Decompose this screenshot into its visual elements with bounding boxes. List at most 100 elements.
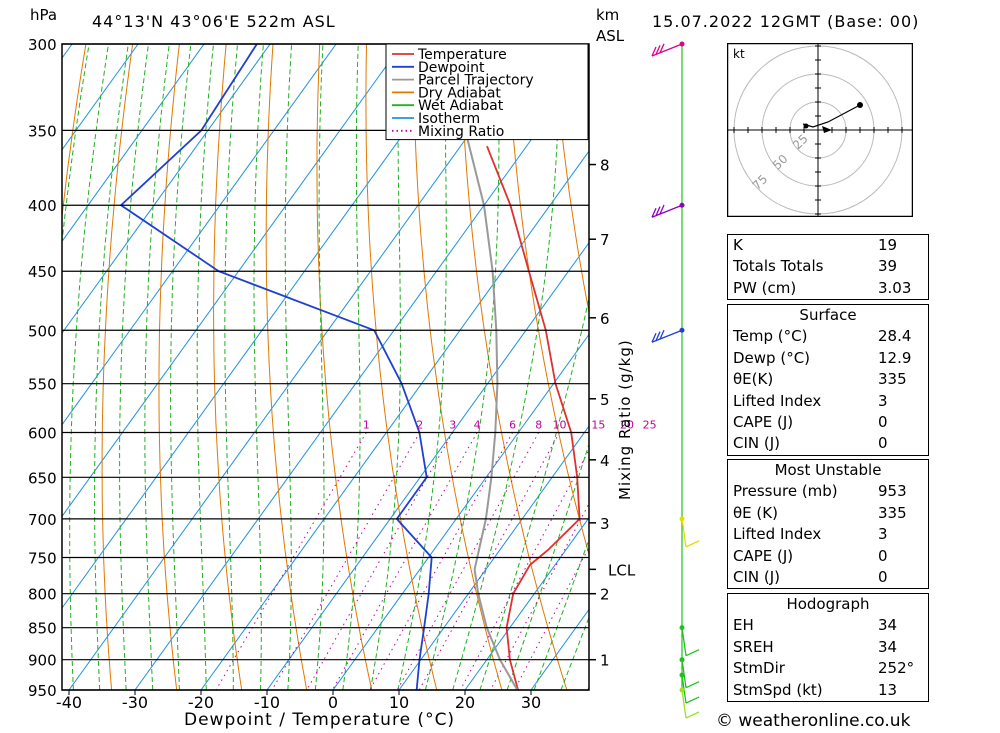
wind-barb-shaft [681,627,687,656]
wind-barb-shaft [651,204,683,218]
pressure-tick-label: 800 [28,586,57,604]
row-value: 3.03 [878,278,912,297]
legend-entry-label: Temperature [417,47,507,63]
pressure-tick-label: 850 [28,620,57,638]
legend-frame [385,43,589,141]
wind-barb [651,41,685,57]
wet-adiabat-line [94,44,129,690]
isotherm-line [62,44,205,243]
row-label: K [733,236,743,254]
most-unstable-title: Most Unstable [774,461,882,479]
temperature-tick-label: -20 [188,693,214,712]
km-tick-label: 8 [600,157,610,175]
wet-adiabat-line [196,44,214,690]
isotherm-line [68,44,535,690]
lcl-label: LCL [608,561,636,579]
x-axis-title: Dewpoint / Temperature (°C) [184,710,456,730]
pw-row: PW (cm) 3.03 [728,278,928,299]
row-value: 39 [878,257,898,276]
mixing-ratio-label: 20 [620,418,634,431]
row-label: StmSpd (kt) [733,680,823,699]
mixing-ratio-label: 8 [535,418,542,431]
hodograph-row: StmDir 252° [728,658,928,679]
temperature-tick-label: 30 [521,693,541,712]
temperature-profile [486,145,581,690]
row-value: 34 [878,616,898,635]
wind-barb-feather [685,711,700,719]
surface-row: Temp (°C) 28.4 [728,326,928,347]
legend-entry-label: Parcel Trajectory [418,73,534,89]
pressure-tick-label: 400 [28,197,57,215]
row-value: 34 [878,637,898,656]
isotherm-line [62,44,469,609]
isotherm-line [62,44,271,334]
dry-adiabat-line [101,44,134,690]
row-label: PW (cm) [733,278,797,297]
most-unstable-row: Lifted Index 3 [728,524,928,545]
wind-barb [679,687,700,719]
row-value: 3 [878,525,888,544]
mixing-ratio-line [459,448,589,690]
km-tick-label: 2 [600,586,610,604]
row-value: 0 [878,434,888,453]
dry-adiabat-line [365,44,438,690]
km-tick-label: 7 [600,231,610,249]
wet-adiabat-line [62,44,90,247]
row-label: SREH [733,637,774,656]
row-label: Lifted Index [733,391,822,410]
wet-adiabat-line [342,44,361,690]
pressure-tick-label: 550 [28,376,57,394]
row-value: 953 [878,482,907,501]
temperature-tick-label: -40 [56,693,82,712]
hodograph-table: Hodograph EH 34 SREH 34 StmDir 252° StmSpd … [727,593,929,702]
row-value: 12.9 [878,348,912,367]
row-value: 0 [878,412,888,431]
isotherm-line [597,44,700,690]
mixing-ratio-label: 15 [591,418,605,431]
row-label: StmDir [733,659,785,678]
isotherm-line [266,241,589,690]
mixing-ratio-line [396,432,540,690]
row-label: EH [733,616,754,635]
wind-barb-feather [685,696,700,704]
surface-title: Surface [799,306,857,324]
row-label: CAPE (J) [733,412,794,431]
pressure-tick-label: 450 [28,263,57,281]
mixing-ratio-label: 3 [449,418,456,431]
legend-entry-label: Wet Adiabat [418,98,504,114]
hodograph-unit-label: kt [733,47,745,61]
dry-adiabat-line [459,44,568,690]
wind-barb-feather [685,540,700,548]
pressure-tick-label: 650 [28,469,57,487]
mixing-ratio-axis-title: Mixing Ratio (g/kg) [616,339,634,500]
wet-adiabat-line [314,44,325,690]
most-unstable-row: CAPE (J) 0 [728,546,928,567]
copyright-link[interactable]: © weatheronline.co.uk [716,711,911,731]
wet-adiabat-line [224,44,238,690]
row-value: 19 [878,236,898,254]
isotherm-line [62,44,403,518]
isotherm-line [0,44,6,690]
pressure-tick-label: 300 [28,36,57,54]
wind-barb-feather [685,649,700,657]
row-label: CAPE (J) [733,546,794,565]
station-coordinates: 44°13'N 43°06'E 522m ASL [92,12,336,31]
surface-table: Surface Temp (°C) 28.4 Dewp (°C) 12.9 θE(K… [727,304,929,456]
temperature-tick-label: 20 [455,693,475,712]
hodograph-row: StmSpd (kt) 13 [728,680,928,701]
wet-adiabat-line [284,44,293,690]
wind-barb-shaft [681,518,687,547]
km-tick-label: 1 [600,652,610,670]
row-label: θE (K) [733,503,778,522]
legend-entry-label: Isotherm [418,111,480,127]
wind-barb-feather [655,45,661,55]
indices-table: K 19 Totals Totals 39 PW (cm) 3.03 [727,234,929,301]
temperature-tick-label: 10 [389,693,409,712]
wind-barb-feather [659,329,665,340]
mixing-ratio-label: 25 [643,418,657,431]
dry-adiabat-line [316,44,373,690]
pressure-tick-label: 900 [28,652,57,670]
wind-barb [679,516,700,548]
wet-adiabat-line [424,44,500,690]
pressure-tick-label: 750 [28,550,57,568]
